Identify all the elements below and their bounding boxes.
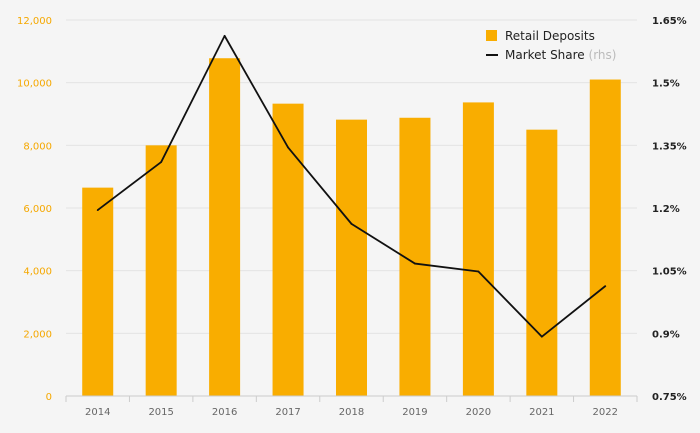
legend-label-market-share: Market Share (rhs): [505, 48, 616, 62]
bar: [272, 103, 304, 396]
bar: [209, 58, 241, 397]
bar-series-retail-deposits: [82, 58, 621, 397]
x-tick-label: 2020: [466, 407, 491, 418]
legend-label-suffix: (rhs): [589, 48, 617, 62]
bar: [82, 187, 114, 396]
bar: [145, 145, 177, 396]
y-right-tick-label: 1.05%: [652, 267, 687, 278]
x-tick-label: 2019: [402, 407, 427, 418]
x-tick-label: 2022: [593, 407, 618, 418]
bar: [526, 129, 558, 396]
line-point: [604, 285, 607, 288]
y-left-tick-label: 4,000: [23, 267, 52, 278]
x-tick-label: 2017: [275, 407, 300, 418]
x-tick-label: 2016: [212, 407, 237, 418]
line-point: [160, 161, 163, 163]
x-tick-label: 2021: [529, 407, 554, 418]
y-left-tick-label: 8,000: [23, 141, 52, 152]
legend-swatch-retail-deposits: [486, 30, 497, 41]
line-point: [287, 146, 289, 149]
line-series-market-share: [96, 34, 607, 338]
y-right-tick-label: 1.5%: [652, 79, 680, 90]
y-right-tick-label: 1.2%: [652, 204, 680, 215]
line-point: [350, 222, 353, 225]
legend-label-retail-deposits: Retail Deposits: [505, 29, 595, 43]
line-point: [414, 262, 416, 265]
line-point: [96, 209, 99, 211]
axes: 0 2,000 4,000 6,000 8,000 10,000 12,000 0.75% 0.…: [17, 16, 687, 418]
y-right-tick-label: 1.35%: [652, 141, 687, 152]
y-right-tick-label: 1.65%: [652, 16, 687, 27]
y-left-tick-label: 0: [46, 392, 52, 403]
line-point: [223, 34, 226, 37]
bar: [589, 79, 621, 397]
y-left-tick-label: 10,000: [17, 79, 52, 90]
bar: [462, 102, 494, 396]
x-tick-label: 2015: [148, 407, 173, 418]
y-left-tick-label: 6,000: [23, 204, 52, 215]
y-left-tick-label: 2,000: [23, 329, 52, 340]
bar: [336, 119, 367, 396]
legend: Retail Deposits Market Share (rhs): [486, 29, 616, 62]
x-tick-label: 2018: [339, 407, 364, 418]
line-point: [540, 335, 543, 338]
line-point: [477, 270, 480, 273]
y-right-tick-label: 0.9%: [652, 329, 680, 340]
y-right-tick-label: 0.75%: [652, 392, 687, 403]
x-tick-label: 2014: [85, 407, 110, 418]
y-left-tick-label: 12,000: [17, 16, 52, 27]
